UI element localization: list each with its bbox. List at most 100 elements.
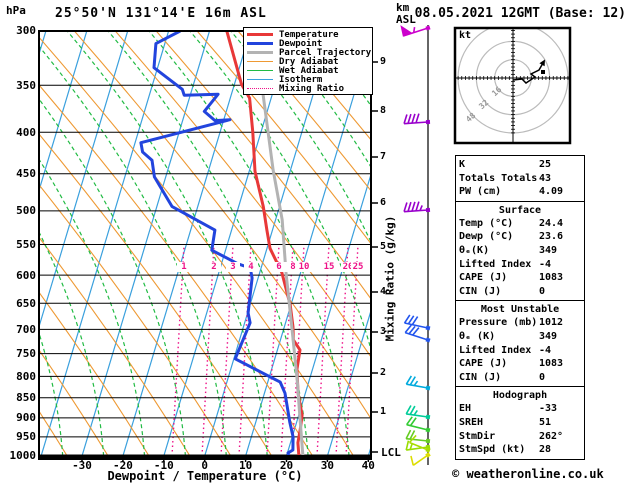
wet-adiabat-line bbox=[599, 31, 629, 456]
table-row: Lifted Index -4 bbox=[459, 344, 581, 358]
legend-swatch bbox=[247, 79, 273, 80]
row-value: 51 bbox=[539, 416, 552, 428]
table-row: θₑ(K) 349 bbox=[459, 244, 581, 258]
dry-adiabat-line bbox=[40, 134, 272, 455]
pressure-tick-label: 450 bbox=[16, 167, 36, 181]
legend-item: Isotherm bbox=[244, 75, 372, 85]
row-value: 4.09 bbox=[539, 186, 564, 198]
pressure-tick-label: 700 bbox=[16, 322, 36, 336]
row-value: 25 bbox=[539, 159, 552, 170]
wind-barb bbox=[403, 113, 431, 125]
hodograph-unit-label: kt bbox=[459, 30, 472, 41]
row-label: SREH bbox=[459, 416, 484, 428]
legend-label: Wet Adiabat bbox=[279, 65, 339, 76]
table-row: K 25 bbox=[459, 158, 581, 172]
legend-label: Parcel Trajectory bbox=[279, 47, 372, 58]
pressure-tick-label: 650 bbox=[16, 296, 36, 310]
run-datetime: 08.05.2021 12GMT (Base: 12) bbox=[414, 6, 626, 21]
temp-tick-label: -10 bbox=[153, 459, 174, 472]
row-value: -4 bbox=[539, 344, 552, 356]
row-label: CAPE (J) bbox=[459, 272, 508, 284]
row-label: θₑ(K) bbox=[459, 244, 490, 256]
dry-adiabat-line bbox=[40, 350, 109, 455]
row-value: 28 bbox=[539, 444, 552, 456]
mixing-ratio-line bbox=[316, 244, 330, 455]
pressure-tick-label: 400 bbox=[16, 125, 36, 139]
row-label: PW (cm) bbox=[459, 186, 502, 198]
row-value: 349 bbox=[539, 244, 558, 256]
altitude-unit-asl: ASL bbox=[396, 13, 416, 26]
altitude-unit-km: km bbox=[396, 1, 410, 14]
dry-adiabat-line bbox=[74, 32, 370, 419]
wind-barb bbox=[406, 416, 431, 433]
legend-swatch bbox=[247, 51, 273, 54]
credit-footer: © weatheronline.co.uk bbox=[452, 467, 604, 481]
legend-swatch bbox=[247, 42, 273, 45]
row-value: -33 bbox=[539, 403, 558, 415]
legend-label: Temperature bbox=[279, 29, 339, 40]
mixing-ratio-line bbox=[171, 244, 185, 455]
row-value: 262° bbox=[539, 430, 564, 442]
row-label: θₑ (K) bbox=[459, 330, 496, 342]
row-value: 349 bbox=[539, 330, 558, 342]
mixing-ratio-label: 4 bbox=[244, 262, 258, 272]
mixing-ratio-label: 6 bbox=[272, 262, 286, 272]
mixing-ratio-line bbox=[238, 244, 252, 455]
temperature-axis-title: Dewpoint / Temperature (°C) bbox=[107, 469, 303, 483]
row-label: Lifted Index bbox=[459, 344, 532, 356]
table-row: CAPE (J) 1083 bbox=[459, 357, 581, 371]
table-row: θₑ (K) 349 bbox=[459, 330, 581, 344]
pressure-tick-label: 1000 bbox=[9, 448, 37, 462]
wind-barb bbox=[400, 25, 431, 37]
mixing-ratio-label: 1 bbox=[177, 262, 191, 272]
mixing-ratio-label: 10 bbox=[297, 262, 311, 272]
mixing-ratio-label: 8 bbox=[286, 262, 300, 272]
wind-barb bbox=[404, 324, 431, 343]
mixing-ratio-line bbox=[201, 244, 215, 455]
plot-background bbox=[0, 31, 629, 456]
temp-tick-label: -30 bbox=[72, 459, 92, 472]
pressure-tick-label: 800 bbox=[16, 369, 36, 383]
wind-barb bbox=[410, 452, 431, 466]
hodograph-trace bbox=[512, 62, 544, 84]
table-section: Most Unstable Pressure (mb) 1012 θₑ (K) 349 L… bbox=[455, 300, 585, 388]
table-section-header: Hodograph bbox=[492, 390, 548, 402]
wet-adiabat-line bbox=[40, 334, 64, 455]
mixing-ratio-line bbox=[291, 244, 305, 455]
isotherm-line bbox=[0, 31, 5, 456]
row-label: StmDir bbox=[459, 430, 496, 442]
wind-barb bbox=[405, 375, 431, 391]
mixing-ratio-label: 25 bbox=[351, 262, 365, 272]
km-tick-label: 1 bbox=[380, 406, 387, 417]
dry-adiabat-line bbox=[40, 85, 313, 455]
isotherm-line bbox=[40, 32, 88, 190]
temp-tick-label: -20 bbox=[112, 459, 133, 472]
table-row: Temp (°C) 24.4 bbox=[459, 217, 581, 231]
pressure-axis-unit: hPa bbox=[6, 4, 26, 17]
wet-adiabat-line bbox=[40, 46, 227, 455]
table-row: SREH 51 bbox=[459, 416, 581, 430]
temp-tick-label: 0 bbox=[201, 459, 208, 472]
wet-adiabat-line bbox=[108, 32, 309, 455]
mixing-ratio-label: 3 bbox=[226, 262, 240, 272]
row-label: K bbox=[459, 159, 466, 170]
wind-barb bbox=[403, 201, 431, 213]
wind-barb bbox=[408, 434, 431, 453]
row-value: 1083 bbox=[539, 272, 564, 284]
table-row: CAPE (J) 1083 bbox=[459, 271, 581, 285]
mixing-ratio-label: 20 bbox=[341, 262, 355, 272]
legend-label: Dewpoint bbox=[279, 38, 323, 49]
wet-adiabat-line bbox=[189, 32, 370, 349]
legend-swatch bbox=[247, 61, 273, 62]
wind-barb bbox=[405, 429, 431, 444]
mixing-ratio-line bbox=[335, 244, 349, 455]
station-title: 25°50'N 131°14'E 16m ASL bbox=[55, 6, 267, 21]
dry-adiabat-line bbox=[40, 185, 231, 455]
table-row: CIN (J) 0 bbox=[459, 285, 581, 299]
row-value: -4 bbox=[539, 258, 552, 270]
km-tick-label: 3 bbox=[380, 326, 387, 337]
row-value: 23.6 bbox=[539, 231, 564, 243]
table-row: Dewp (°C) 23.6 bbox=[459, 230, 581, 244]
